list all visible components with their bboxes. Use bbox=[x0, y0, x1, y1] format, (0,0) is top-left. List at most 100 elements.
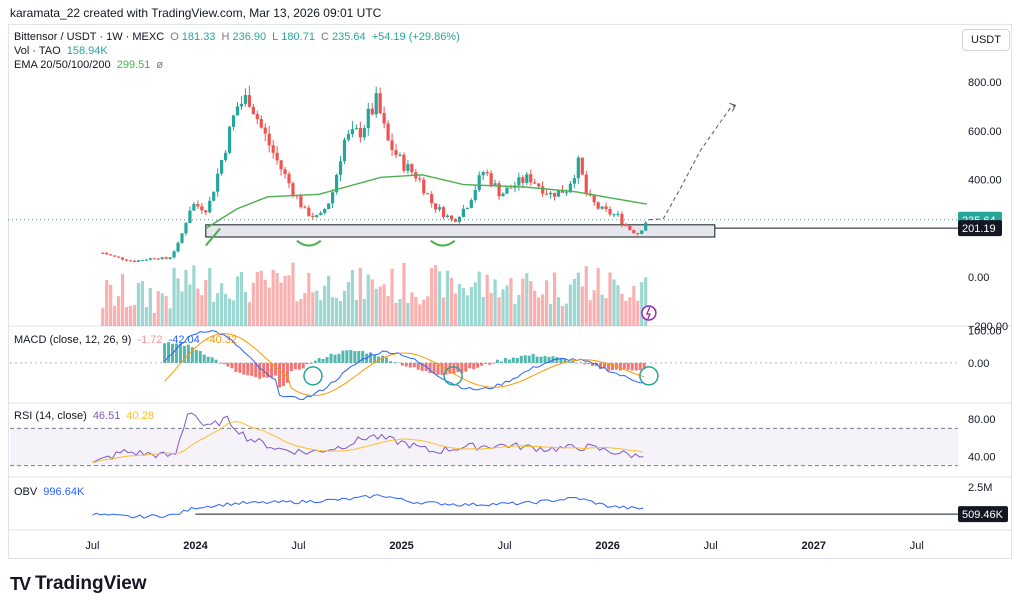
macd-histogram-bar bbox=[349, 350, 353, 363]
macd-histogram-bar bbox=[436, 362, 440, 375]
candle-body bbox=[604, 206, 608, 210]
macd-histogram-bar bbox=[266, 362, 270, 378]
candle-body bbox=[200, 206, 204, 211]
macd-histogram-bar bbox=[472, 362, 476, 370]
close-label: C bbox=[321, 31, 329, 43]
currency-button[interactable]: USDT bbox=[962, 29, 1010, 51]
candle-body bbox=[156, 258, 160, 260]
candle-body bbox=[354, 128, 358, 130]
volume-bar bbox=[370, 279, 374, 326]
volume-bar bbox=[263, 279, 267, 326]
candle-body bbox=[275, 152, 279, 161]
macd-histogram-bar bbox=[222, 362, 226, 365]
candle-body bbox=[572, 178, 576, 184]
macd-histogram-bar bbox=[488, 362, 492, 365]
candle-body bbox=[204, 210, 208, 213]
candle-body bbox=[263, 127, 267, 134]
volume-bar bbox=[291, 262, 295, 326]
macd-histogram-bar bbox=[428, 362, 432, 374]
candle-body bbox=[220, 160, 224, 174]
volume-label[interactable]: Vol · TAO bbox=[14, 45, 61, 57]
chart-attribution: karamata_22 created with TradingView.com… bbox=[10, 6, 382, 20]
macd-histogram-bar bbox=[238, 362, 242, 373]
macd-histogram-bar bbox=[495, 359, 499, 363]
candle-body bbox=[552, 192, 557, 197]
candle-body bbox=[529, 174, 533, 183]
macd-histogram-bar bbox=[194, 349, 198, 363]
volume-bar bbox=[140, 280, 144, 326]
candle-body bbox=[592, 195, 596, 203]
rsi-label[interactable]: RSI (14, close) bbox=[14, 410, 87, 422]
volume-bar bbox=[338, 301, 343, 326]
volume-bar bbox=[438, 271, 442, 326]
volume-bar bbox=[537, 297, 541, 326]
macd-legend: MACD (close, 12, 26, 9) -1.72 -42.04 -40… bbox=[14, 334, 240, 346]
macd-histogram-bar bbox=[587, 362, 591, 365]
high-label: H bbox=[221, 31, 230, 43]
obv-label[interactable]: OBV bbox=[14, 486, 38, 498]
brand-name: TradingView bbox=[35, 573, 147, 594]
candle-body bbox=[109, 254, 113, 256]
macd-histogram-bar bbox=[333, 354, 337, 363]
price-tick-label: −200.00 bbox=[968, 321, 1008, 333]
macd-histogram-bar bbox=[167, 342, 171, 363]
candle-body bbox=[584, 174, 588, 194]
macd-histogram-bar bbox=[297, 362, 301, 370]
volume-bar bbox=[255, 271, 259, 326]
candle-body bbox=[632, 230, 636, 234]
volume-bar bbox=[176, 278, 180, 326]
volume-bar bbox=[604, 298, 608, 326]
volume-bar bbox=[521, 278, 525, 326]
macd-histogram-bar bbox=[523, 355, 527, 363]
volume-bar bbox=[382, 284, 386, 326]
macd-histogram-bar bbox=[210, 357, 214, 363]
volume-bar bbox=[394, 302, 398, 326]
macd-line-value: -42.04 bbox=[168, 334, 200, 346]
candle-body bbox=[449, 215, 454, 220]
volume-bar bbox=[136, 283, 141, 326]
tradingview-logo-icon: TV bbox=[10, 573, 31, 594]
macd-histogram-bar bbox=[531, 354, 535, 363]
macd-tick-label: 0.00 bbox=[968, 358, 989, 370]
macd-histogram-bar bbox=[174, 343, 178, 363]
volume-bar bbox=[465, 295, 469, 326]
rsi-ma-value: 40.28 bbox=[126, 410, 154, 422]
volume-bar bbox=[180, 291, 184, 326]
macd-histogram-bar bbox=[325, 357, 329, 363]
ema-label[interactable]: EMA 20/50/100/200 bbox=[14, 59, 111, 71]
macd-label[interactable]: MACD (close, 12, 26, 9) bbox=[14, 334, 132, 346]
candle-body bbox=[128, 260, 133, 262]
candle-body bbox=[612, 214, 616, 216]
candle-body bbox=[299, 196, 303, 208]
volume-bar bbox=[374, 288, 378, 326]
volume-bar bbox=[378, 286, 382, 326]
candle-body bbox=[132, 260, 137, 262]
symbol-label[interactable]: Bittensor / USDT · 1W · MEXC bbox=[14, 31, 165, 43]
candle-body bbox=[307, 207, 311, 216]
ema-hidden-icon[interactable]: ø bbox=[156, 59, 164, 71]
candle-body bbox=[624, 224, 628, 226]
volume-bar bbox=[160, 293, 164, 326]
candle-body bbox=[402, 154, 406, 171]
candle-body bbox=[148, 258, 152, 260]
macd-histogram-bar bbox=[285, 362, 289, 383]
volume-bar bbox=[311, 292, 315, 326]
volume-bar bbox=[398, 299, 402, 326]
candle-body bbox=[386, 123, 390, 141]
macd-histogram-bar bbox=[464, 362, 468, 372]
candle-body bbox=[283, 169, 287, 175]
candle-body bbox=[124, 259, 129, 261]
macd-histogram-bar bbox=[230, 362, 234, 369]
volume-bar bbox=[216, 293, 220, 326]
macd-histogram-bar bbox=[563, 359, 567, 363]
volume-bar bbox=[545, 280, 549, 326]
macd-histogram-bar bbox=[452, 362, 456, 374]
macd-histogram-bar bbox=[448, 362, 452, 374]
volume-bar bbox=[489, 292, 493, 326]
candle-body bbox=[608, 209, 612, 215]
macd-highlight-circle bbox=[303, 366, 323, 386]
macd-histogram-bar bbox=[412, 362, 416, 368]
volume-bar bbox=[449, 277, 454, 326]
volume-bar bbox=[525, 273, 529, 326]
